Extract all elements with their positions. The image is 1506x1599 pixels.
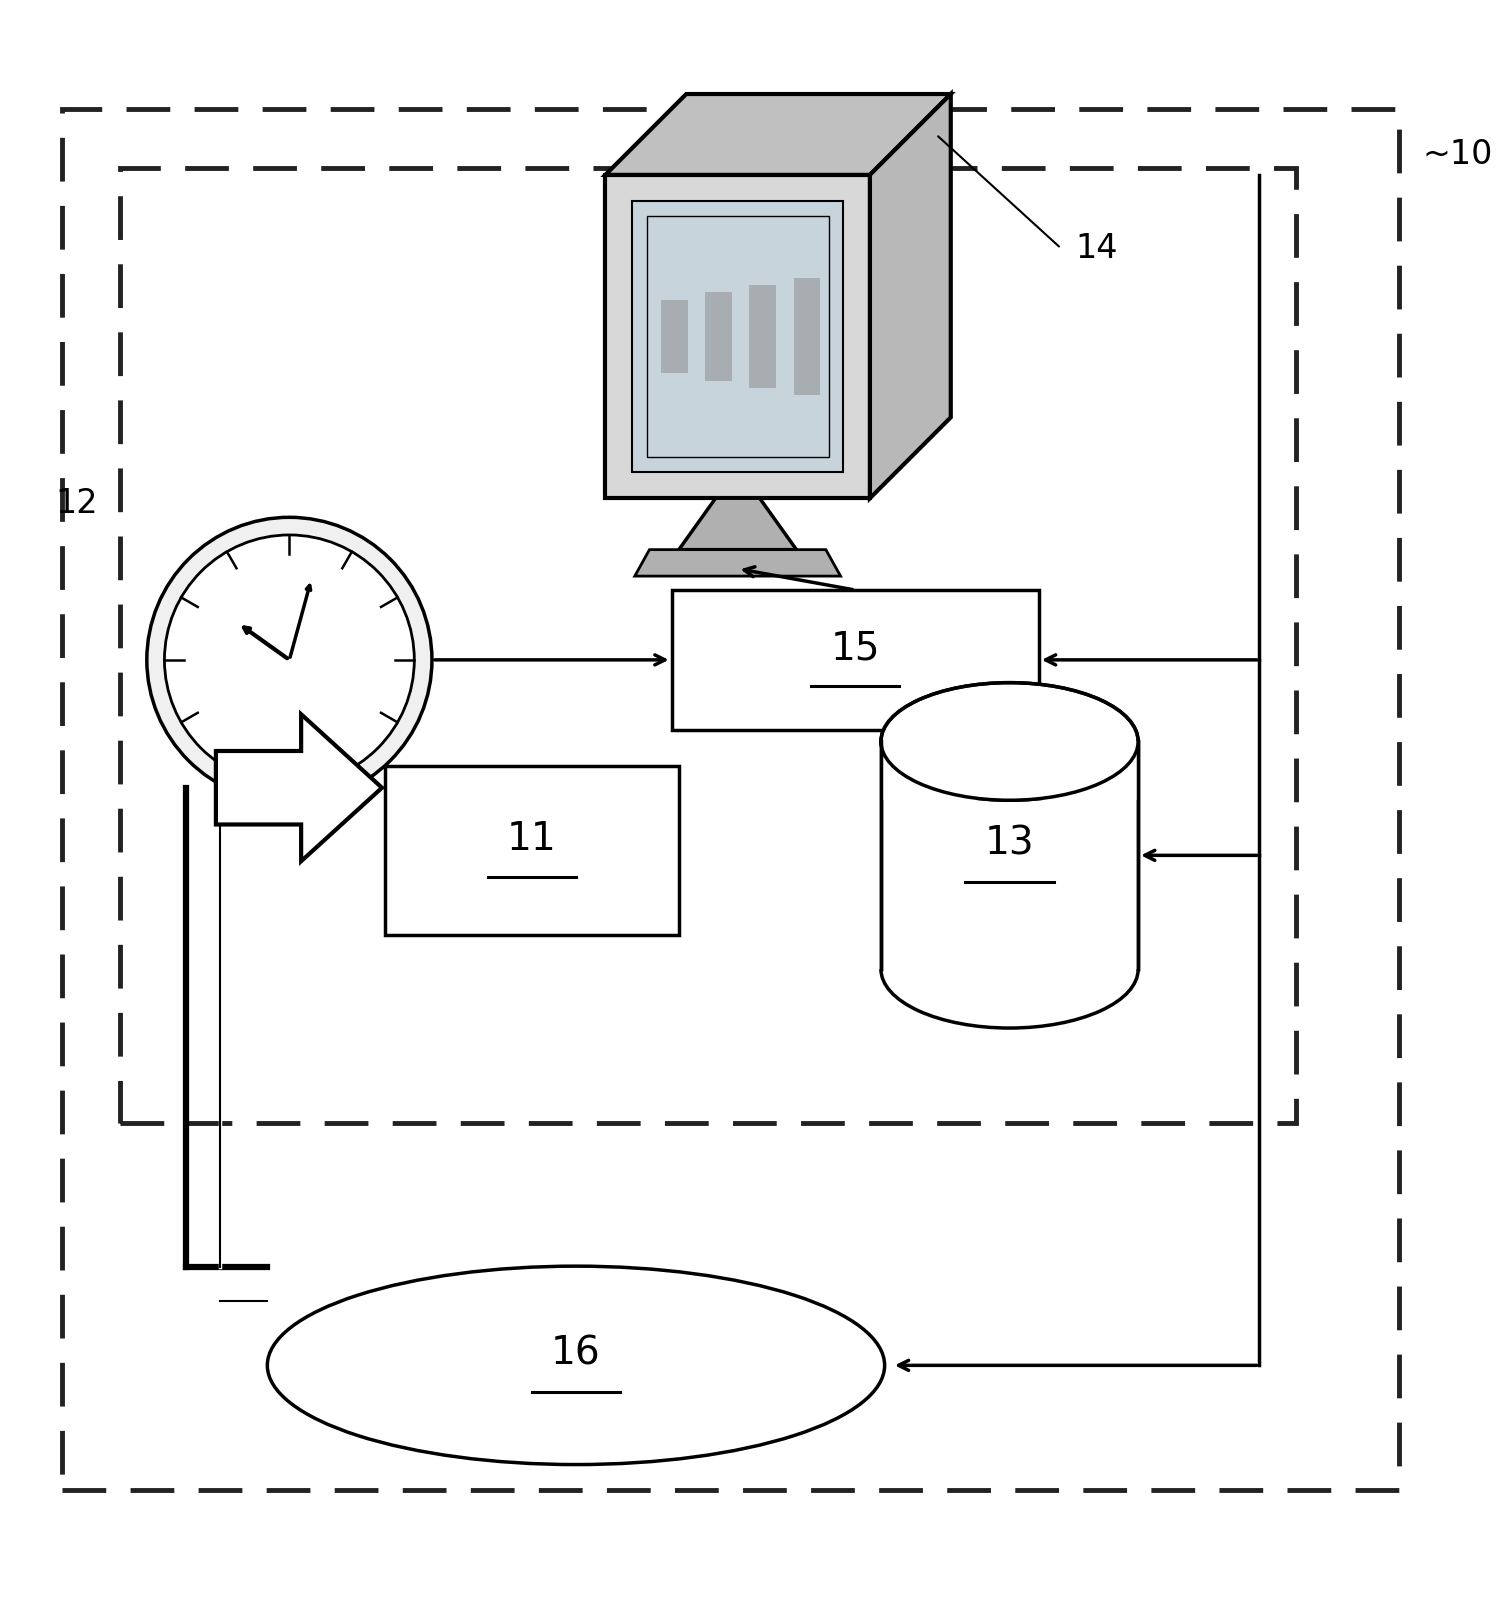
Bar bbox=[794, 278, 819, 395]
Text: 15: 15 bbox=[830, 628, 880, 667]
Bar bbox=[705, 293, 732, 381]
Bar bbox=[661, 299, 688, 373]
Bar bbox=[750, 285, 776, 389]
Circle shape bbox=[164, 536, 414, 785]
Text: 13: 13 bbox=[985, 825, 1035, 862]
Ellipse shape bbox=[881, 683, 1139, 800]
Bar bbox=[120, 168, 1297, 1122]
Polygon shape bbox=[605, 174, 870, 499]
Bar bbox=[672, 590, 1039, 729]
Polygon shape bbox=[679, 499, 797, 550]
Polygon shape bbox=[870, 94, 950, 499]
Text: 14: 14 bbox=[1075, 232, 1117, 265]
Polygon shape bbox=[605, 94, 950, 174]
Text: ~10: ~10 bbox=[1423, 138, 1492, 171]
Polygon shape bbox=[633, 201, 843, 472]
Text: 12: 12 bbox=[56, 488, 98, 520]
Text: 16: 16 bbox=[551, 1335, 601, 1372]
Text: 11: 11 bbox=[508, 820, 557, 859]
Polygon shape bbox=[634, 550, 840, 576]
Polygon shape bbox=[215, 715, 383, 862]
Bar bbox=[386, 766, 679, 935]
Circle shape bbox=[146, 518, 432, 803]
Bar bbox=[881, 742, 1139, 800]
